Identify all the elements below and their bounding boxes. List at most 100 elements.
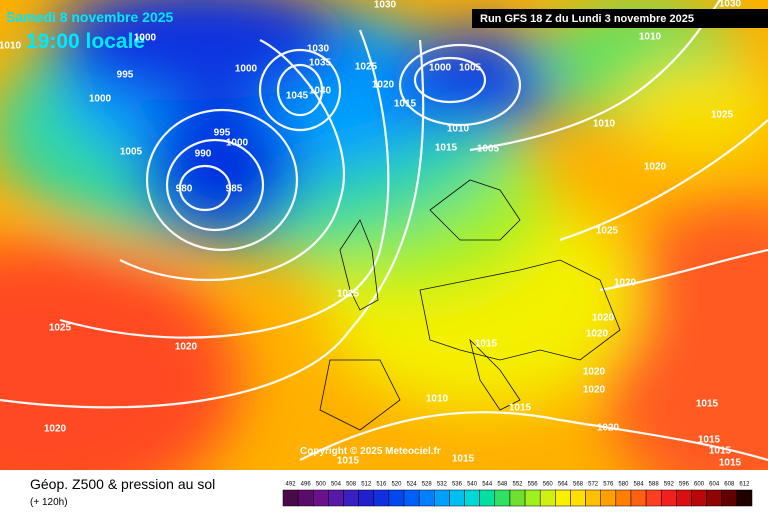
legend-label: 572 <box>588 482 599 488</box>
legend-label: 568 <box>573 482 584 488</box>
isobar-label: 1020 <box>44 424 67 435</box>
isobar-label: 1025 <box>711 110 734 121</box>
legend-swatch <box>706 489 722 507</box>
isobar-label: 1010 <box>593 119 616 130</box>
isobar-label: 1020 <box>586 329 609 340</box>
footer-title: Géop. Z500 & pression au sol <box>30 476 215 492</box>
legend-swatch <box>358 489 375 507</box>
legend-swatch <box>524 489 541 507</box>
isobar-label: 1045 <box>286 91 309 102</box>
isobar-label: 1015 <box>394 99 417 110</box>
isobar-label: 1020 <box>644 162 667 173</box>
legend-swatch <box>615 489 632 507</box>
legend-swatch <box>676 489 692 507</box>
legend-label: 596 <box>679 482 690 488</box>
legend-label: 556 <box>528 482 539 488</box>
isobar-label: 1010 <box>426 394 449 405</box>
legend-swatch <box>464 489 480 507</box>
legend-label: 508 <box>346 482 357 488</box>
legend-swatch <box>721 489 738 507</box>
legend-label: 492 <box>286 482 297 488</box>
isobar-label: 1015 <box>509 403 532 414</box>
isobar-label: 1005 <box>120 147 143 158</box>
isobar-label: 1010 <box>0 41 22 52</box>
legend-label: 532 <box>437 482 448 488</box>
legend-swatch <box>282 489 299 507</box>
isobar-label: 990 <box>195 149 212 160</box>
legend-label: 504 <box>331 482 342 488</box>
legend-swatch <box>645 489 662 507</box>
isobar-label: 985 <box>226 184 243 195</box>
legend-swatch <box>600 489 617 507</box>
isobar-label: 1025 <box>49 323 72 334</box>
legend-swatch <box>418 489 435 507</box>
legend-swatch <box>570 489 586 507</box>
isobar-label: 1015 <box>475 339 498 350</box>
isobar-label: 1020 <box>372 80 395 91</box>
isobar-label: 1000 <box>134 33 157 44</box>
forecast-time: 19:00 locale <box>26 30 145 53</box>
legend-label: 604 <box>709 482 720 488</box>
legend-swatch <box>403 489 420 507</box>
legend-label: 564 <box>558 482 569 488</box>
isobar-label: 980 <box>176 184 193 195</box>
run-info: Run GFS 18 Z du Lundi 3 novembre 2025 <box>480 13 694 25</box>
legend-swatch <box>509 489 526 507</box>
legend-label: 576 <box>603 482 614 488</box>
legend-swatch <box>736 489 753 507</box>
legend-label: 536 <box>452 482 463 488</box>
legend-label: 612 <box>739 482 750 488</box>
isobar-label: 1030 <box>307 44 330 55</box>
isobar-label: 1035 <box>309 58 332 69</box>
legend-swatch <box>449 489 465 507</box>
isobar-label: 1005 <box>477 144 500 155</box>
isobar-label: 995 <box>214 128 231 139</box>
isobar-label: 1020 <box>597 423 620 434</box>
legend-label: 592 <box>664 482 675 488</box>
legend-label: 600 <box>694 482 705 488</box>
legend-swatch <box>479 489 496 507</box>
legend-swatch <box>585 489 601 507</box>
legend-label: 588 <box>649 482 660 488</box>
legend-swatch <box>555 489 571 507</box>
isobar-label: 1015 <box>435 143 458 154</box>
legend-swatch <box>388 489 405 507</box>
legend-swatch <box>691 489 707 507</box>
legend-label: 548 <box>497 482 508 488</box>
isobar-label: 1000 <box>89 94 112 105</box>
isobar-label: 1020 <box>175 342 198 353</box>
color-legend: 492 496 500 504 508 512 516 520 524 528 532 536 540 5… <box>282 482 753 507</box>
legend-swatch <box>630 489 647 507</box>
legend-swatch <box>343 489 359 507</box>
legend-label: 552 <box>512 482 523 488</box>
legend-swatch <box>539 489 556 507</box>
isobar-label: 995 <box>117 70 134 81</box>
legend-label: 528 <box>422 482 433 488</box>
legend-swatch <box>297 489 314 507</box>
isobar-label: 1000 <box>226 138 249 149</box>
isobar-label: 1015 <box>719 458 742 469</box>
isobar-label: 1025 <box>355 62 378 73</box>
isobar-label: 1020 <box>583 385 606 396</box>
run-box <box>472 9 768 28</box>
legend-label: 544 <box>482 482 493 488</box>
legend-swatch <box>328 489 344 507</box>
isobar-label: 1020 <box>583 367 606 378</box>
isobar-label: 1015 <box>709 446 732 457</box>
isobar-label: 1000 <box>235 64 258 75</box>
isobar-label: 1030 <box>374 0 397 11</box>
isobar-label: 1015 <box>337 289 360 300</box>
isobar-label: 1040 <box>309 86 332 97</box>
legend-label: 560 <box>543 482 554 488</box>
legend-swatch <box>660 489 677 507</box>
isobar-label: 1015 <box>698 435 721 446</box>
copyright: Copyright © 2025 Meteociel.fr <box>300 446 441 457</box>
isobar-label: 1030 <box>719 0 742 10</box>
legend-label: 516 <box>376 482 387 488</box>
isobar-label: 1015 <box>337 456 360 467</box>
legend-label: 512 <box>361 482 372 488</box>
footer-subtitle: (+ 120h) <box>30 497 68 508</box>
